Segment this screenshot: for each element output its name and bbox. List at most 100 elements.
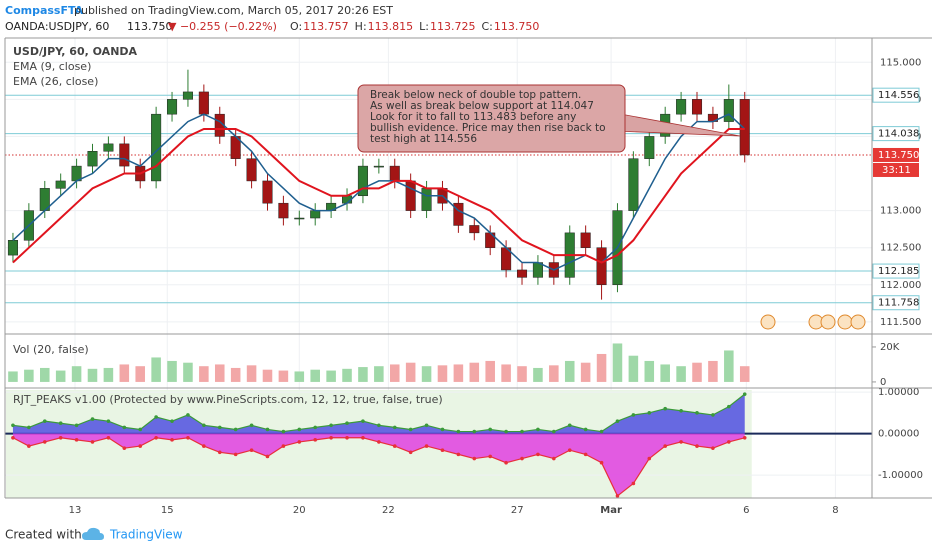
ohlc-key: H:	[355, 20, 367, 33]
osc-dot	[377, 423, 381, 428]
volume-bar	[294, 371, 305, 382]
osc-dot	[552, 429, 556, 434]
y-tick-label: 20K	[880, 342, 900, 353]
annotation-line: bullish evidence. Price may then rise ba…	[370, 122, 606, 134]
ema-line	[12, 128, 745, 264]
volume-bar	[358, 367, 368, 382]
volume-bar	[214, 364, 225, 382]
level-box	[872, 126, 920, 142]
annotation[interactable]: Break below neck of double top pattern.A…	[357, 84, 741, 153]
candle-body	[691, 99, 703, 115]
candle-body	[628, 158, 639, 211]
x-tick-label: 22	[382, 505, 395, 516]
osc-dot	[345, 435, 349, 440]
osc-dot	[583, 427, 588, 432]
osc-dot	[27, 444, 31, 448]
osc-dot	[615, 494, 620, 498]
osc-dot	[186, 435, 190, 440]
volume-bar	[469, 362, 480, 382]
osc-dot	[154, 415, 158, 419]
osc-dot	[727, 440, 731, 444]
volume-bar	[485, 360, 495, 382]
candle-body	[389, 165, 400, 182]
volume-bar	[230, 367, 241, 382]
ohlc-value: 113.815	[368, 20, 414, 33]
osc-dot	[424, 423, 429, 428]
volume-bar	[708, 360, 718, 382]
osc-dot	[122, 446, 127, 450]
candle-body	[357, 165, 368, 197]
volume-bar	[119, 364, 130, 382]
osc-area	[12, 433, 745, 496]
osc-dot	[329, 435, 333, 440]
osc-dot	[695, 444, 699, 448]
osc-dot	[711, 446, 715, 450]
osc-dot	[567, 423, 572, 428]
candle-body	[262, 180, 273, 204]
candle-body	[453, 202, 464, 226]
candle-body	[469, 225, 480, 234]
candle-body	[723, 99, 734, 122]
volume-bar	[549, 365, 559, 382]
osc-dot	[361, 419, 365, 423]
x-tick-label: 20	[293, 505, 306, 516]
volume-bar	[644, 360, 655, 382]
osc-dot	[599, 460, 604, 465]
osc-dot	[552, 456, 556, 461]
volume-bar	[453, 364, 464, 382]
countdown: 33:11	[882, 165, 911, 176]
osc-dot	[170, 438, 174, 442]
volume-bar	[278, 370, 289, 382]
candle-body	[198, 91, 209, 115]
osc-dot	[42, 440, 47, 444]
ohlc-value: 113.725	[430, 20, 476, 33]
candle-body	[167, 99, 178, 115]
level-box	[872, 263, 920, 279]
osc-dot	[202, 444, 206, 448]
candle-body	[644, 136, 655, 159]
osc-dot	[265, 454, 270, 459]
change: ▼ −0.255 (−0.22%)	[168, 20, 277, 33]
ohlc-key: L:	[419, 20, 429, 33]
y-tick-label: -1.00000	[878, 470, 923, 481]
volume-bar	[167, 360, 177, 382]
footer-brand[interactable]: TradingView	[109, 528, 183, 542]
osc-dot	[58, 435, 63, 440]
volume-bar	[87, 368, 98, 382]
volume-bar	[724, 350, 734, 382]
osc-dot	[472, 456, 477, 461]
osc-dot	[408, 427, 413, 432]
author[interactable]: CompassFTA	[5, 4, 84, 17]
ohlc: O: 113.757 H: 113.815 L: 113.725 C: 113.750	[290, 20, 539, 33]
volume-bar	[39, 367, 50, 382]
y-tick-label: 111.500	[880, 317, 921, 328]
osc-dot	[217, 450, 222, 455]
volume-bar	[135, 366, 145, 382]
candle-body	[739, 99, 750, 156]
osc-dot	[583, 452, 588, 457]
osc-dot	[440, 448, 445, 453]
osc-dot	[42, 419, 47, 423]
event-icon	[760, 314, 776, 330]
osc-dot	[488, 427, 493, 432]
osc-dot	[249, 448, 254, 453]
x-tick-label: 6	[743, 505, 749, 516]
y-tick-label: 112.000	[880, 280, 921, 291]
osc-dot	[536, 452, 540, 457]
osc-dot	[536, 427, 540, 432]
osc-dot	[90, 440, 95, 444]
ema-line	[12, 113, 746, 271]
y-tick-label: 1.00000	[878, 387, 919, 398]
candle-body	[310, 210, 321, 219]
osc-dot	[711, 413, 715, 417]
volume-bar	[71, 366, 82, 382]
osc-dot	[233, 427, 238, 432]
osc-dot	[281, 444, 286, 448]
osc-dot	[138, 444, 143, 448]
volume-bar	[564, 360, 575, 382]
osc-dot	[281, 429, 286, 434]
osc-dot	[249, 423, 254, 428]
y-tick-label: 112.500	[880, 243, 921, 254]
osc-dot	[456, 429, 461, 434]
osc-dot	[424, 444, 429, 448]
